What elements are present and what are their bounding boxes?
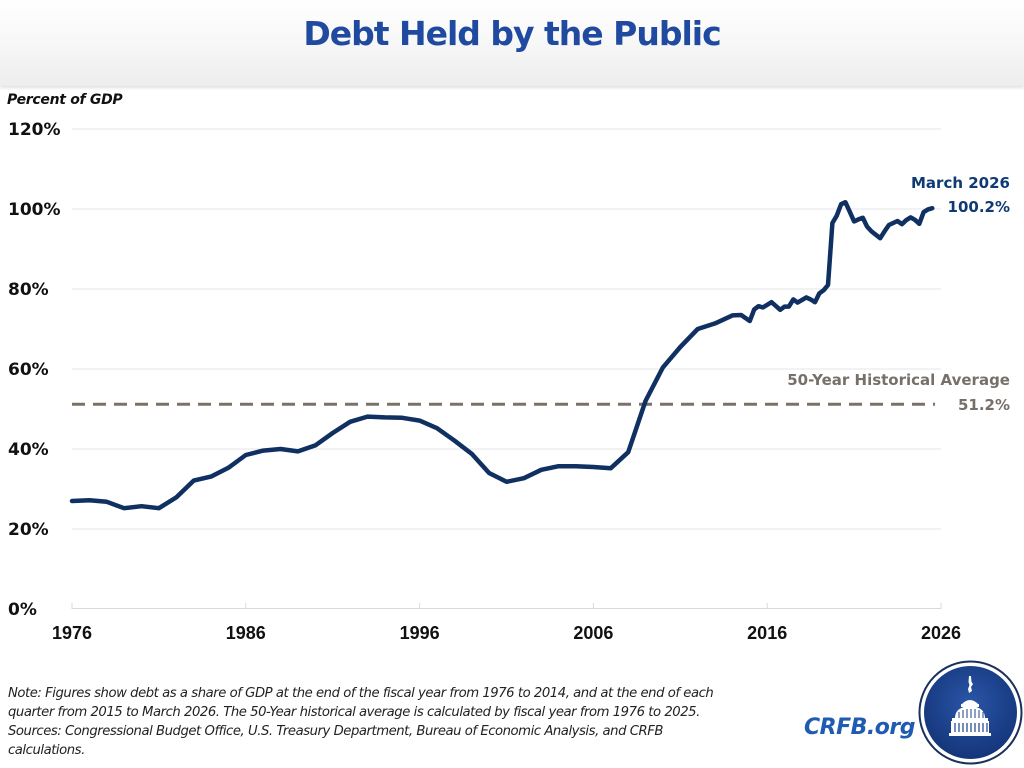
x-tick-label: 2006 — [573, 623, 613, 643]
x-tick-label: 1986 — [226, 623, 266, 643]
y-tick-label: 20% — [8, 520, 49, 540]
y-tick-label: 120% — [8, 120, 61, 140]
average-label: 50-Year Historical Average — [787, 371, 1010, 389]
average-value: 51.2% — [958, 396, 1010, 414]
series-line-debt — [69, 199, 935, 511]
crfb-brand-link[interactable]: CRFB.org — [804, 715, 915, 740]
line-chart: 0% 20% 40% 60% 80% 100% 120% 1976 1986 1996 2006 2… — [8, 120, 1010, 643]
y-tick-labels: 0% 20% 40% 60% 80% 100% 120% — [8, 120, 61, 620]
x-tick-labels: 1976 1986 1996 2006 2016 2026 — [52, 623, 961, 643]
note-line-4: calculations. — [8, 743, 85, 758]
x-tick-label: 1976 — [52, 623, 92, 643]
note-line-3: Sources: Congressional Budget Office, U.… — [8, 724, 663, 739]
y-tick-label: 40% — [8, 440, 49, 460]
y-tick-label: 100% — [8, 200, 61, 220]
annotation-march-2026-label: March 2026 — [911, 174, 1010, 192]
source-note: Note: Figures show debt as a share of GD… — [8, 684, 798, 760]
note-line-1: Note: Figures show debt as a share of GD… — [8, 686, 714, 701]
note-line-2: quarter from 2015 to March 2026. The 50-… — [8, 705, 700, 720]
gridlines — [72, 128, 941, 530]
capitol-dome-seal-icon — [918, 660, 1023, 765]
y-tick-label: 0% — [8, 600, 37, 620]
annotation-march-2026-value: 100.2% — [948, 198, 1010, 216]
chart-title: Debt Held by the Public — [303, 14, 721, 53]
y-axis-label: Percent of GDP — [7, 92, 123, 108]
series-lines — [69, 199, 935, 511]
title-banner: Debt Held by the Public — [0, 0, 1024, 86]
annotations: March 2026 100.2% 50-Year Historical Ave… — [787, 174, 1010, 414]
x-tick-label: 1996 — [400, 623, 440, 643]
x-tick-label: 2016 — [747, 623, 787, 643]
y-tick-label: 60% — [8, 360, 49, 380]
x-tick-label: 2026 — [921, 623, 961, 643]
x-axis — [71, 603, 942, 609]
y-tick-label: 80% — [8, 280, 49, 300]
